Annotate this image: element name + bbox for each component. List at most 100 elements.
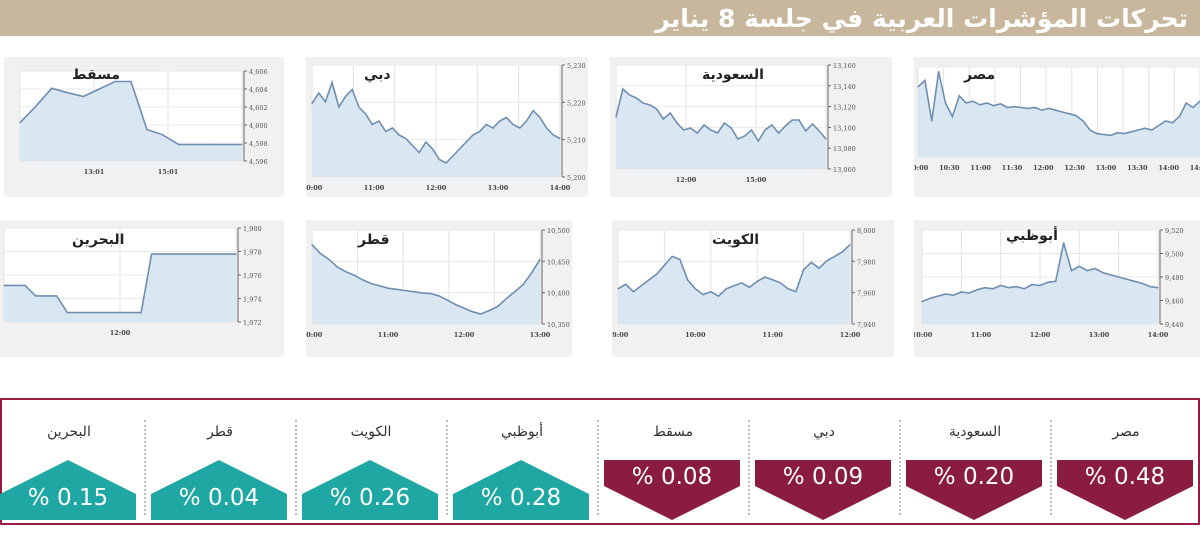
data-point-kuwait-20 <box>772 279 774 281</box>
up-arrow-icon <box>151 460 287 520</box>
data-point-saudi-0 <box>615 116 617 118</box>
y-tick-label-bahrain: 1,974 <box>243 296 262 304</box>
data-point-dubai-32 <box>525 120 528 122</box>
data-point-bahrain-4 <box>45 295 47 297</box>
chart-title-abudhabi: أبوظبي <box>1006 226 1058 244</box>
data-point-kuwait-22 <box>787 288 789 290</box>
data-point-bahrain-20 <box>214 253 216 255</box>
change-value: % 0.09 <box>783 464 863 490</box>
change-card-label: مصر <box>1112 424 1140 440</box>
chart-panel-muscat: 4,606 4,604 4,602 4,600 4,598 4,596 13:01 15:01… <box>4 57 284 197</box>
x-tick-label-muscat: 13:01 <box>84 168 105 176</box>
data-point-abudhabi-16 <box>1047 281 1049 283</box>
data-point-saudi-5 <box>649 104 651 106</box>
data-point-abudhabi-12 <box>1015 286 1017 288</box>
y-tick-label-abudhabi: 9,520 <box>1165 227 1184 235</box>
data-point-kuwait-11 <box>702 294 704 296</box>
y-tick-label-saudi: 13,080 <box>833 145 856 153</box>
data-point-dubai-19 <box>438 158 440 161</box>
data-point-bahrain-15 <box>161 253 163 255</box>
data-point-dubai-21 <box>452 155 454 157</box>
data-point-abudhabi-2 <box>937 295 939 297</box>
y-tick-label-qatar: 10,500 <box>547 227 570 235</box>
data-point-bahrain-21 <box>224 253 227 255</box>
data-point-qatar-24 <box>514 291 516 293</box>
x-tick-label-egypt: 11:00 <box>970 164 991 172</box>
data-point-kuwait-12 <box>710 291 712 293</box>
change-value: % 0.26 <box>330 485 410 511</box>
change-card-label: البحرين <box>47 424 91 440</box>
x-tick-label-egypt: 13:30 <box>1127 164 1148 172</box>
data-point-qatar-3 <box>336 266 338 268</box>
data-point-saudi-18 <box>737 138 739 140</box>
data-point-egypt-38 <box>1178 115 1180 118</box>
data-point-dubai-36 <box>552 134 554 136</box>
x-tick-label-egypt: 10:30 <box>939 164 960 172</box>
data-point-kuwait-17 <box>748 286 751 288</box>
data-point-abudhabi-13 <box>1023 288 1025 290</box>
data-point-bahrain-18 <box>193 253 195 255</box>
data-point-egypt-26 <box>1096 133 1098 135</box>
card-divider <box>1050 420 1052 515</box>
data-point-dubai-14 <box>405 137 407 140</box>
chart-svg-bahrain: 1,980 1,978 1,976 1,974 1,972 12:00 البحرين <box>3 225 262 337</box>
data-point-dubai-18 <box>432 148 434 150</box>
chart-area-dubai <box>312 82 560 177</box>
data-point-abudhabi-18 <box>1063 242 1065 244</box>
data-point-dubai-11 <box>385 130 387 133</box>
data-point-bahrain-11 <box>119 312 121 314</box>
x-tick-label-abudhabi: 12:00 <box>1030 331 1051 339</box>
chart-line-saudi <box>615 87 827 143</box>
data-point-qatar-7 <box>370 282 372 285</box>
chart-title-kuwait: الكويت <box>712 232 759 248</box>
chart-svg-egypt: 10:00 10:30 11:00 11:30 12:00 12:30 13:00 13:30… <box>908 66 1200 172</box>
data-point-dubai-8 <box>365 113 367 115</box>
data-point-dubai-7 <box>358 106 360 108</box>
data-point-muscat-1 <box>35 105 37 107</box>
change-badge: % 0.15 <box>0 460 136 520</box>
data-point-abudhabi-17 <box>1055 280 1057 282</box>
chart-panel-abudhabi: 9,520 9,500 9,480 9,460 9,440 10:00 11:00 12:00… <box>912 220 1200 357</box>
data-point-bahrain-14 <box>151 253 153 255</box>
header-bar: تحركات المؤشرات العربية في جلسة 8 يناير <box>0 0 1200 36</box>
data-point-muscat-9 <box>162 134 164 136</box>
change-value: % 0.08 <box>632 464 712 490</box>
data-point-egypt-0 <box>917 86 919 88</box>
x-tick-label-egypt: 10:00 <box>914 164 929 172</box>
change-card: دبي % 0.09 <box>749 400 899 523</box>
data-point-abudhabi-14 <box>1031 283 1033 286</box>
data-point-egypt-12 <box>999 103 1002 105</box>
data-point-abudhabi-19 <box>1070 269 1073 272</box>
data-point-egypt-3 <box>938 70 940 73</box>
chart-panel-saudi: 13,160 13,140 13,120 13,100 13,080 13,060 12:0… <box>610 57 892 197</box>
y-tick-label-abudhabi: 9,480 <box>1165 274 1184 282</box>
data-point-dubai-2 <box>324 101 327 103</box>
data-point-saudi-19 <box>744 135 746 137</box>
data-point-muscat-7 <box>130 80 132 83</box>
data-point-dubai-10 <box>378 120 380 122</box>
data-point-egypt-4 <box>944 102 947 104</box>
data-point-saudi-8 <box>669 112 671 114</box>
data-point-saudi-22 <box>764 129 766 131</box>
chart-panel-bahrain: 1,980 1,978 1,976 1,974 1,972 12:00 البحرين <box>0 220 284 357</box>
data-point-kuwait-29 <box>841 251 843 253</box>
y-tick-label-abudhabi: 9,500 <box>1165 251 1184 259</box>
data-point-qatar-0 <box>311 244 313 246</box>
data-point-saudi-29 <box>811 123 814 125</box>
data-point-dubai-1 <box>318 92 320 94</box>
data-point-egypt-16 <box>1027 107 1029 109</box>
chart-line-qatar <box>311 244 541 315</box>
data-point-qatar-12 <box>412 291 414 293</box>
data-point-kuwait-15 <box>733 285 735 287</box>
data-point-dubai-34 <box>539 116 541 119</box>
x-tick-label-egypt: 13:00 <box>1096 164 1117 172</box>
y-tick-label-saudi: 13,060 <box>833 166 856 174</box>
data-point-bahrain-7 <box>77 312 79 314</box>
chart-svg-qatar: 10,500 10,450 10,400 10,350 10:00 11:00 12:00 1… <box>302 227 570 339</box>
chart-svg-abudhabi: 9,520 9,500 9,480 9,460 9,440 10:00 11:00 12:00… <box>912 226 1184 339</box>
data-point-dubai-37 <box>559 137 561 140</box>
chart-panel-qatar: 10,500 10,450 10,400 10,350 10:00 11:00 12:00 1… <box>302 220 572 357</box>
data-point-egypt-11 <box>993 105 995 107</box>
change-card: مسقط % 0.08 <box>598 400 748 523</box>
data-point-egypt-20 <box>1054 109 1057 111</box>
